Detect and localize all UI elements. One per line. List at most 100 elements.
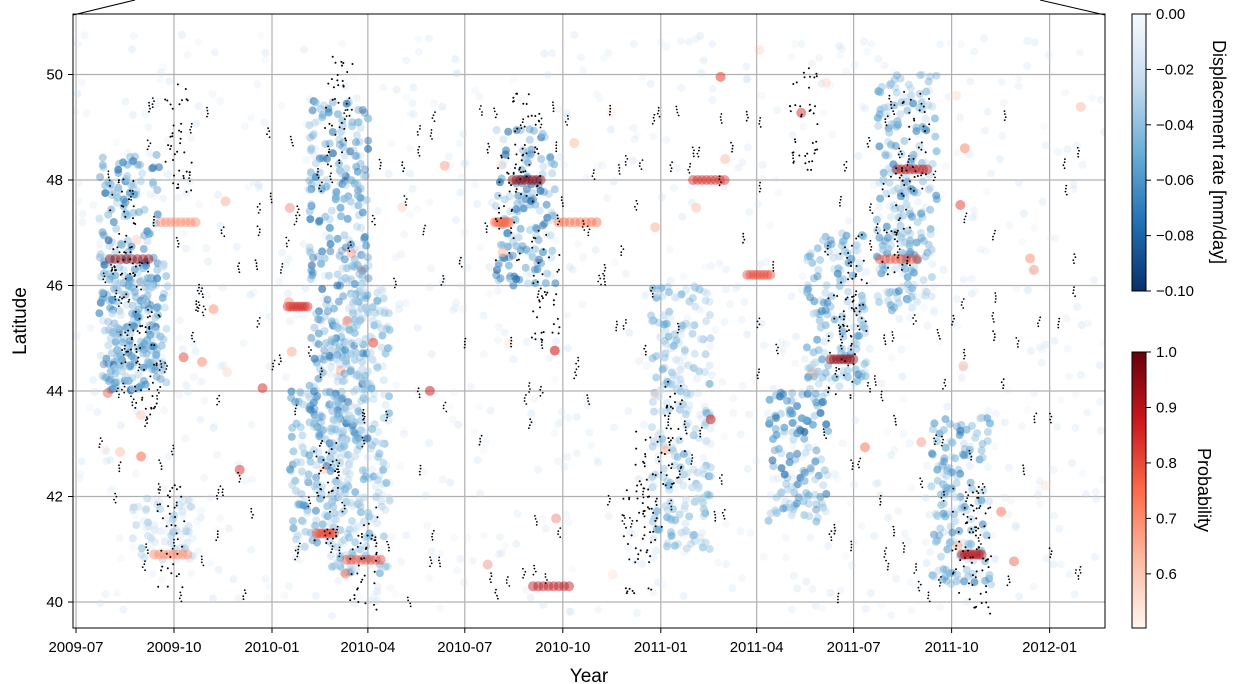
event-point: [140, 262, 143, 265]
event-point: [1050, 553, 1052, 556]
displacement-dot: [768, 456, 777, 465]
displacement-dot: [706, 334, 715, 343]
event-point: [143, 563, 146, 566]
displacement-dot: [341, 405, 350, 414]
event-point: [637, 558, 639, 560]
displacement-dot: [334, 297, 343, 306]
probability-dot: [549, 345, 560, 356]
event-point: [670, 170, 672, 173]
background-dot: [481, 438, 490, 447]
event-point: [147, 270, 150, 273]
background-dot: [240, 122, 249, 130]
displacement-dot: [927, 292, 936, 301]
background-dot: [399, 426, 408, 435]
displacement-dot: [326, 247, 335, 256]
event-point: [344, 137, 347, 140]
background-dot: [556, 152, 565, 161]
event-point: [667, 437, 670, 440]
event-point: [163, 371, 166, 373]
displacement-dot: [139, 517, 148, 525]
event-point: [121, 190, 123, 193]
event-point: [523, 397, 526, 399]
event-point: [920, 141, 923, 144]
event-point: [432, 529, 435, 532]
displacement-dot: [343, 340, 352, 349]
background-dot: [112, 137, 121, 146]
displacement-dot: [663, 542, 671, 551]
background-dot: [1092, 495, 1101, 503]
event-point: [721, 511, 724, 514]
displacement-dot: [317, 184, 326, 193]
event-point: [626, 158, 629, 160]
event-point: [856, 325, 859, 327]
event-point: [880, 396, 883, 399]
displacement-dot: [831, 373, 840, 382]
event-point: [880, 393, 883, 396]
displacement-dot: [672, 385, 681, 394]
event-point: [168, 496, 171, 499]
background-dot: [1089, 276, 1098, 285]
background-dot: [980, 34, 988, 43]
event-point: [221, 491, 224, 494]
event-point: [172, 444, 175, 447]
event-point: [833, 526, 836, 529]
event-point: [512, 237, 515, 240]
displacement-dot: [504, 261, 513, 270]
displacement-dot: [334, 398, 343, 407]
event-point: [337, 465, 339, 468]
displacement-dot: [309, 398, 318, 407]
event-point: [379, 167, 381, 170]
event-point: [645, 478, 648, 481]
displacement-dot: [344, 450, 352, 459]
event-point: [510, 227, 513, 230]
event-point: [624, 155, 627, 157]
event-point: [979, 505, 982, 507]
background-dot: [720, 432, 729, 441]
event-point: [523, 144, 526, 146]
displacement-dot: [336, 526, 345, 535]
event-point: [1016, 343, 1019, 345]
event-point: [134, 343, 136, 346]
event-point: [898, 147, 901, 150]
event-point: [112, 273, 114, 275]
event-point: [731, 147, 734, 150]
event-point: [280, 360, 282, 363]
displacement-dot: [287, 393, 296, 402]
event-point: [431, 117, 434, 119]
event-point: [624, 517, 626, 519]
event-point: [330, 551, 332, 554]
background-dot: [247, 475, 256, 484]
background-dot: [165, 77, 174, 86]
displacement-dot: [309, 253, 318, 262]
event-point: [174, 516, 176, 518]
event-point: [508, 251, 511, 254]
background-dot: [1023, 37, 1032, 45]
displacement-dot: [365, 554, 374, 563]
displacement-dot: [327, 552, 335, 560]
displacement-dot: [926, 205, 935, 214]
displacement-dot: [985, 571, 994, 579]
background-dot: [446, 478, 455, 487]
background-dot: [75, 474, 84, 483]
displacement-dot: [311, 506, 320, 515]
event-point: [431, 138, 433, 140]
background-dot: [158, 353, 167, 362]
event-point: [969, 556, 972, 559]
event-point: [651, 295, 654, 298]
displacement-dot: [359, 517, 368, 526]
displacement-dot: [306, 457, 315, 466]
event-point: [494, 218, 497, 220]
displacement-dot: [363, 434, 372, 443]
displacement-dot: [297, 389, 306, 398]
event-point: [541, 391, 544, 394]
displacement-dot: [366, 348, 375, 357]
background-dot: [554, 104, 563, 113]
displacement-dot: [319, 355, 328, 364]
event-point: [378, 158, 381, 161]
background-dot: [148, 569, 157, 578]
event-point: [534, 146, 537, 149]
event-point: [416, 390, 419, 393]
event-point: [132, 205, 135, 208]
event-point: [278, 354, 281, 357]
